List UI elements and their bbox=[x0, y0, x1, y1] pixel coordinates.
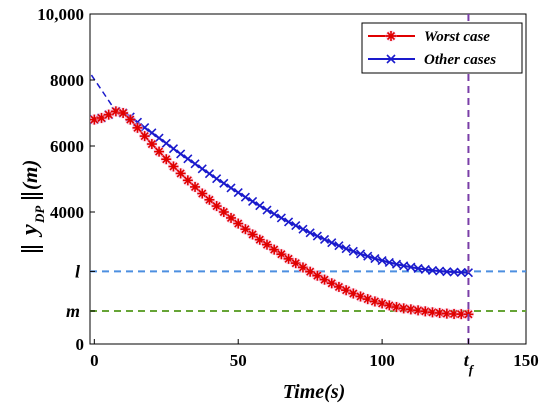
y-letter-tick-label: m bbox=[66, 301, 80, 321]
other-cases-point bbox=[312, 231, 322, 241]
worst-case-point bbox=[153, 146, 165, 158]
worst-case-point bbox=[211, 200, 223, 212]
y-tick-label: 10,000 bbox=[37, 5, 84, 24]
other-cases-point bbox=[456, 267, 466, 277]
other-cases-point bbox=[406, 262, 416, 272]
other-cases-point bbox=[255, 201, 265, 211]
y-tick-label: 4000 bbox=[50, 203, 84, 222]
legend-marker bbox=[386, 54, 396, 64]
x-tick-label: 50 bbox=[230, 351, 247, 370]
worst-case-point bbox=[175, 167, 187, 179]
y-axis-unit: (m) bbox=[18, 160, 42, 190]
other-cases-point bbox=[341, 244, 351, 254]
other-cases-point bbox=[442, 267, 452, 277]
y-axis-label: y DP (m) bbox=[17, 160, 47, 252]
worst-case-point bbox=[124, 114, 136, 126]
tf-tick-label: tf bbox=[464, 350, 475, 377]
other-cases-point bbox=[176, 149, 186, 159]
other-cases-point bbox=[161, 138, 171, 148]
other-cases-point bbox=[348, 246, 358, 256]
other-cases-point bbox=[420, 264, 430, 274]
worst-case-point bbox=[160, 153, 172, 165]
other-cases-point bbox=[355, 249, 366, 259]
worst-case-point bbox=[196, 188, 208, 200]
other-cases-point bbox=[363, 251, 373, 261]
worst-case-point bbox=[117, 107, 129, 119]
worst-case-point bbox=[131, 122, 143, 134]
other-cases-point bbox=[327, 238, 337, 248]
other-cases-point bbox=[319, 234, 330, 244]
x-axis-label: Time(s) bbox=[283, 381, 346, 403]
other-cases-point bbox=[226, 183, 236, 193]
worst-case-point bbox=[182, 174, 194, 186]
other-cases-point bbox=[212, 174, 222, 184]
tf-tick-sub: f bbox=[469, 362, 475, 377]
other-cases-point bbox=[377, 255, 387, 266]
other-cases-point bbox=[276, 213, 286, 223]
y-axis-sub: DP bbox=[32, 205, 47, 224]
x-tick-label: 100 bbox=[369, 351, 395, 370]
other-cases-point bbox=[233, 187, 243, 198]
other-cases-point bbox=[168, 144, 179, 154]
initial-dashed-segment bbox=[90, 74, 117, 112]
other-cases-point bbox=[384, 257, 394, 268]
other-cases-point bbox=[399, 261, 409, 271]
worst-case-point bbox=[146, 138, 158, 150]
x-tick-label: 0 bbox=[90, 351, 99, 370]
other-cases-point bbox=[334, 241, 344, 251]
other-cases-point bbox=[197, 164, 207, 174]
other-cases-point bbox=[284, 217, 294, 227]
other-cases-point bbox=[262, 205, 272, 215]
other-cases-point bbox=[391, 259, 402, 269]
y-axis-main: y bbox=[17, 224, 43, 238]
other-cases-point bbox=[435, 266, 445, 276]
worst-case-point bbox=[167, 160, 179, 172]
other-cases-point bbox=[305, 228, 315, 238]
other-cases-point bbox=[154, 133, 164, 143]
other-cases-point bbox=[190, 159, 200, 169]
other-cases-point bbox=[248, 196, 258, 207]
other-cases-point bbox=[269, 209, 279, 219]
legend-label-other: Other cases bbox=[424, 52, 496, 68]
worst-case-point bbox=[203, 194, 215, 206]
other-cases-point bbox=[183, 154, 193, 164]
other-cases-point bbox=[291, 220, 301, 231]
y-tick-label: 8000 bbox=[50, 71, 84, 90]
legend: Worst case Other cases bbox=[361, 22, 523, 74]
legend-marker-other bbox=[386, 54, 396, 64]
other-cases-point bbox=[298, 224, 308, 234]
x-tick-label: 150 bbox=[513, 351, 539, 370]
worst-case-point bbox=[333, 281, 345, 293]
tf-tick-main: t bbox=[464, 350, 470, 370]
other-cases-point bbox=[240, 192, 250, 202]
other-cases-point bbox=[413, 263, 423, 273]
other-cases-point bbox=[449, 267, 459, 277]
legend-marker bbox=[385, 30, 397, 42]
y-tick-label: 6000 bbox=[50, 137, 84, 156]
legend-label-worst: Worst case bbox=[424, 29, 490, 45]
y-letter-tick-label: l bbox=[75, 261, 80, 281]
other-cases-point bbox=[427, 265, 438, 275]
legend-marker-worst bbox=[385, 30, 397, 42]
other-cases-point bbox=[219, 178, 229, 188]
other-cases-point bbox=[370, 253, 380, 264]
other-cases-point bbox=[204, 169, 214, 179]
y-tick-label: 0 bbox=[76, 335, 85, 354]
worst-case-point bbox=[139, 130, 151, 142]
worst-case-point bbox=[189, 181, 201, 193]
